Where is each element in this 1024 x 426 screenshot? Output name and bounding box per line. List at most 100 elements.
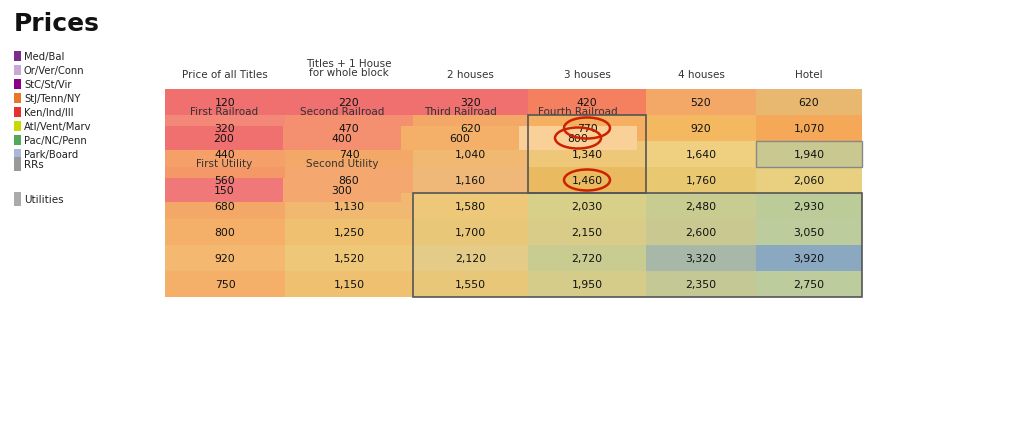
Text: StC/St/Vir: StC/St/Vir xyxy=(24,80,72,90)
Bar xyxy=(528,167,646,193)
Bar xyxy=(285,90,413,116)
Bar xyxy=(756,193,862,219)
Bar xyxy=(756,245,862,271)
Bar xyxy=(413,245,528,271)
Bar xyxy=(519,127,637,151)
Text: 150: 150 xyxy=(214,186,234,196)
Bar xyxy=(646,245,756,271)
Text: Hotel: Hotel xyxy=(796,70,823,80)
Text: 3,050: 3,050 xyxy=(794,227,824,237)
Text: Prices: Prices xyxy=(14,12,100,36)
Bar xyxy=(413,167,528,193)
Bar xyxy=(14,66,22,76)
Text: RRs: RRs xyxy=(24,160,44,170)
Text: for whole block: for whole block xyxy=(309,68,389,78)
Text: 800: 800 xyxy=(215,227,236,237)
Bar xyxy=(413,193,862,297)
Bar xyxy=(413,90,528,116)
Bar xyxy=(646,167,756,193)
Text: 600: 600 xyxy=(450,134,470,144)
Bar xyxy=(646,271,756,297)
Text: 3 houses: 3 houses xyxy=(563,70,610,80)
Bar xyxy=(165,142,285,167)
Bar xyxy=(283,127,401,151)
Bar xyxy=(165,127,283,151)
Bar xyxy=(285,245,413,271)
Bar xyxy=(14,80,22,90)
Text: 220: 220 xyxy=(339,98,359,108)
Text: 2 houses: 2 houses xyxy=(447,70,494,80)
Bar xyxy=(646,193,756,219)
Text: 2,720: 2,720 xyxy=(571,253,602,263)
Text: First Utility: First Utility xyxy=(196,158,252,169)
Text: 470: 470 xyxy=(339,124,359,134)
Text: 1,940: 1,940 xyxy=(794,150,824,160)
Bar xyxy=(756,142,862,167)
Bar xyxy=(165,219,285,245)
Bar xyxy=(528,219,646,245)
Text: Ken/Ind/Ill: Ken/Ind/Ill xyxy=(24,108,74,118)
Bar xyxy=(165,193,285,219)
Text: Med/Bal: Med/Bal xyxy=(24,52,65,62)
Text: 1,520: 1,520 xyxy=(334,253,365,263)
Bar xyxy=(528,116,646,193)
Bar xyxy=(413,219,528,245)
Bar xyxy=(528,271,646,297)
Bar xyxy=(401,127,519,151)
Text: 1,580: 1,580 xyxy=(455,201,486,211)
Text: 2,480: 2,480 xyxy=(685,201,717,211)
Text: 300: 300 xyxy=(332,186,352,196)
Bar xyxy=(14,52,22,62)
Text: 2,930: 2,930 xyxy=(794,201,824,211)
Text: Utilities: Utilities xyxy=(24,195,63,204)
Bar xyxy=(285,193,413,219)
Bar xyxy=(646,116,756,142)
Bar xyxy=(14,158,22,172)
Bar xyxy=(646,90,756,116)
Bar xyxy=(646,219,756,245)
Text: 1,700: 1,700 xyxy=(455,227,486,237)
Text: 620: 620 xyxy=(799,98,819,108)
Bar xyxy=(285,142,413,167)
Text: 520: 520 xyxy=(690,98,712,108)
Text: 620: 620 xyxy=(460,124,481,134)
Text: Price of all Titles: Price of all Titles xyxy=(182,70,268,80)
Text: 1,460: 1,460 xyxy=(571,176,602,186)
Bar xyxy=(756,219,862,245)
Text: 1,040: 1,040 xyxy=(455,150,486,160)
Bar xyxy=(14,122,22,132)
Bar xyxy=(165,245,285,271)
Text: 1,150: 1,150 xyxy=(334,279,365,289)
Text: 320: 320 xyxy=(215,124,236,134)
Text: 440: 440 xyxy=(215,150,236,160)
Text: Pac/NC/Penn: Pac/NC/Penn xyxy=(24,136,87,146)
Text: 1,340: 1,340 xyxy=(571,150,602,160)
Text: 2,350: 2,350 xyxy=(685,279,717,289)
Text: 2,060: 2,060 xyxy=(794,176,824,186)
Text: Fourth Railroad: Fourth Railroad xyxy=(539,107,617,117)
Text: 1,160: 1,160 xyxy=(455,176,486,186)
Bar xyxy=(756,142,862,167)
Text: Titles + 1 House: Titles + 1 House xyxy=(306,59,392,69)
Text: 1,250: 1,250 xyxy=(334,227,365,237)
Text: 1,640: 1,640 xyxy=(685,150,717,160)
Bar xyxy=(285,116,413,142)
Text: 1,070: 1,070 xyxy=(794,124,824,134)
Text: 320: 320 xyxy=(460,98,481,108)
Text: 400: 400 xyxy=(332,134,352,144)
Bar xyxy=(14,136,22,146)
Text: 1,130: 1,130 xyxy=(334,201,365,211)
Bar xyxy=(14,193,22,207)
Bar xyxy=(165,116,285,142)
Bar xyxy=(756,271,862,297)
Bar xyxy=(165,90,285,116)
Bar xyxy=(413,116,528,142)
Bar xyxy=(528,245,646,271)
Bar xyxy=(413,271,528,297)
Text: 800: 800 xyxy=(567,134,589,144)
Bar xyxy=(14,150,22,160)
Bar xyxy=(285,167,413,193)
Bar xyxy=(14,108,22,118)
Text: 1,550: 1,550 xyxy=(455,279,486,289)
Bar xyxy=(283,178,401,202)
